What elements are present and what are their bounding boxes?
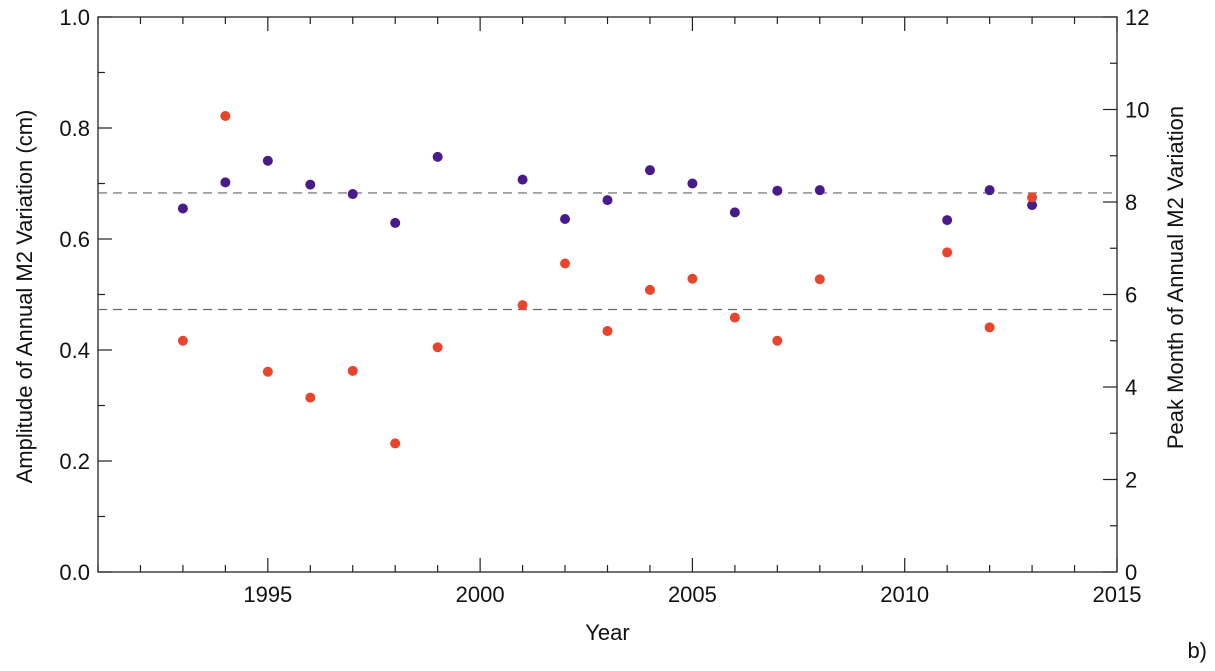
x-tick-label: 2005	[668, 582, 717, 607]
amplitude-point	[984, 185, 995, 196]
peak-month-point	[814, 274, 825, 285]
plot-frame	[97, 16, 1118, 573]
left-y-axis-ticks: 0.0 0.2 0.4 0.6 0.8 1.0	[59, 5, 112, 585]
peak-month-point	[517, 300, 528, 311]
amplitude-point	[262, 155, 273, 166]
amplitude-point	[220, 177, 231, 188]
y-left-tick-label: 0.8	[59, 116, 90, 141]
y-right-tick-label: 8	[1125, 190, 1137, 215]
y-left-tick-label: 0.0	[59, 560, 90, 585]
peak-month-point	[644, 284, 655, 295]
amplitude-point	[347, 189, 358, 200]
amplitude-point	[602, 195, 613, 206]
peak-month-point	[432, 342, 443, 353]
panel-label: b)	[1187, 638, 1207, 663]
y-right-tick-label: 0	[1125, 560, 1137, 585]
right-y-axis-title: Peak Month of Annual M2 Variation	[1163, 106, 1188, 449]
y-left-tick-label: 0.2	[59, 449, 90, 474]
peak-month-point	[772, 335, 783, 346]
x-tick-label: 2000	[456, 582, 505, 607]
peak-month-point	[305, 392, 316, 403]
amplitude-point	[177, 203, 188, 214]
y-right-tick-label: 12	[1125, 5, 1149, 30]
amplitude-point	[432, 151, 443, 162]
peak-month-point	[560, 258, 571, 269]
y-right-tick-label: 6	[1125, 283, 1137, 308]
peak-month-point	[729, 312, 740, 323]
peak-month-point	[687, 273, 698, 284]
y-right-tick-label: 10	[1125, 98, 1149, 123]
right-y-axis-ticks: 0 2 4 6 8 10 12	[1103, 5, 1149, 585]
y-right-tick-label: 2	[1125, 468, 1137, 493]
peak-month-point	[177, 335, 188, 346]
amplitude-point	[560, 214, 571, 225]
peak-month-point	[602, 326, 613, 337]
amplitude-point	[305, 179, 316, 190]
x-tick-label: 2010	[880, 582, 929, 607]
peak-month-point	[1027, 192, 1038, 203]
data-points	[177, 110, 1038, 449]
peak-month-point	[390, 438, 401, 449]
peak-month-point	[984, 322, 995, 333]
peak-month-point	[347, 365, 358, 376]
x-axis-title: Year	[585, 620, 629, 645]
amplitude-point	[390, 217, 401, 228]
y-left-tick-label: 0.6	[59, 227, 90, 252]
y-right-tick-label: 4	[1125, 375, 1137, 400]
peak-month-point	[220, 110, 231, 121]
peak-month-point	[262, 366, 273, 377]
x-tick-label: 2015	[1093, 582, 1142, 607]
peak-month-point	[942, 247, 953, 258]
amplitude-point	[687, 178, 698, 189]
x-tick-label: 1995	[243, 582, 292, 607]
amplitude-point	[644, 165, 655, 176]
amplitude-point	[1027, 200, 1038, 211]
amplitude-point	[942, 215, 953, 226]
reference-lines	[98, 192, 1117, 311]
x-axis-ticks: 1995 2000 2005 2010 2015	[97, 17, 1142, 607]
y-left-tick-label: 0.4	[59, 338, 90, 363]
amplitude-point	[772, 185, 783, 196]
left-y-axis-title: Amplitude of Annual M2 Variation (cm)	[12, 110, 37, 484]
amplitude-point	[729, 207, 740, 218]
y-left-tick-label: 1.0	[59, 5, 90, 30]
amplitude-point	[814, 185, 825, 196]
amplitude-point	[517, 174, 528, 185]
